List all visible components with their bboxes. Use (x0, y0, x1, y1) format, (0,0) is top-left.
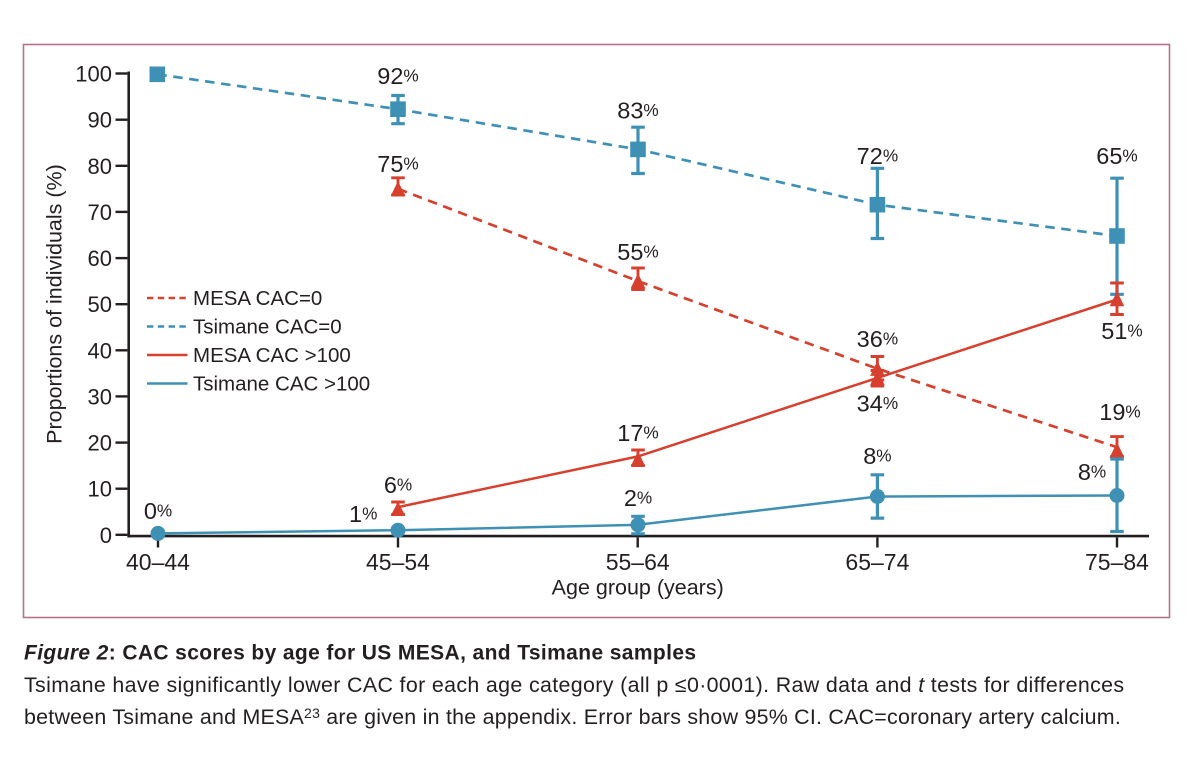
svg-text:90: 90 (88, 108, 112, 133)
svg-text:40–44: 40–44 (126, 549, 190, 575)
svg-text:30: 30 (88, 384, 112, 409)
svg-text:65%: 65% (1096, 143, 1137, 169)
svg-text:65–74: 65–74 (845, 549, 909, 575)
svg-text:Tsimane CAC=0: Tsimane CAC=0 (193, 316, 342, 339)
svg-text:6%: 6% (384, 472, 412, 498)
svg-text:8%: 8% (863, 443, 891, 469)
svg-text:72%: 72% (857, 143, 898, 169)
svg-text:Figure 2: CAC scores by age fo: Figure 2: CAC scores by age for US MESA,… (24, 642, 696, 665)
svg-text:20: 20 (88, 431, 112, 456)
svg-text:55%: 55% (617, 239, 658, 265)
svg-text:50: 50 (88, 292, 112, 317)
svg-text:83%: 83% (617, 98, 658, 124)
svg-text:Age group (years): Age group (years) (552, 576, 724, 600)
svg-text:34%: 34% (857, 391, 898, 417)
svg-text:36%: 36% (857, 326, 898, 352)
svg-text:MESA CAC=0: MESA CAC=0 (193, 287, 322, 310)
svg-text:45–54: 45–54 (366, 549, 430, 575)
svg-text:75%: 75% (377, 151, 418, 177)
svg-text:MESA CAC >100: MESA CAC >100 (193, 344, 351, 367)
svg-text:70: 70 (88, 200, 112, 225)
svg-text:92%: 92% (377, 63, 418, 89)
svg-text:2%: 2% (624, 485, 652, 511)
svg-text:1%: 1% (349, 501, 377, 527)
svg-text:Tsimane CAC >100: Tsimane CAC >100 (193, 373, 370, 396)
svg-text:75–84: 75–84 (1085, 549, 1149, 575)
svg-text:51%: 51% (1101, 318, 1142, 344)
svg-text:10: 10 (88, 477, 112, 502)
svg-text:Tsimane have significantly low: Tsimane have significantly lower CAC for… (24, 673, 1124, 697)
svg-text:between Tsimane and MESA23 are: between Tsimane and MESA23 are given in … (24, 705, 1121, 729)
svg-text:100: 100 (75, 62, 112, 87)
svg-text:17%: 17% (617, 420, 658, 446)
svg-text:80: 80 (88, 154, 112, 179)
svg-text:60: 60 (88, 246, 112, 271)
svg-text:19%: 19% (1099, 399, 1140, 425)
svg-text:0: 0 (100, 523, 112, 548)
svg-text:8%: 8% (1078, 459, 1106, 485)
svg-text:Proportions of individuals (%): Proportions of individuals (%) (43, 164, 67, 444)
svg-text:0%: 0% (144, 498, 172, 524)
svg-text:40: 40 (88, 338, 112, 363)
svg-text:55–64: 55–64 (606, 549, 670, 575)
